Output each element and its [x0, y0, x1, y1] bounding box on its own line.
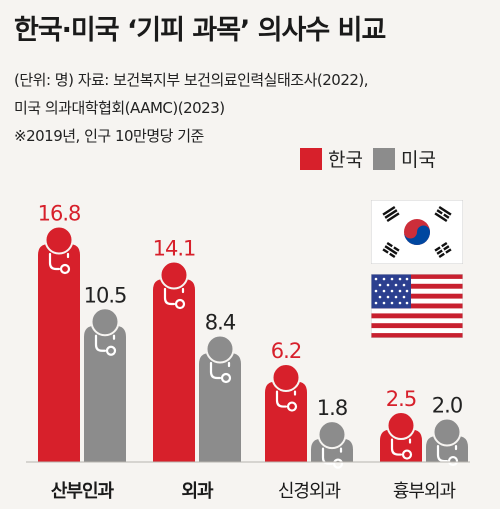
- stethoscope-icon-usa-1: [209, 361, 232, 384]
- doctor-head-korea-2: [271, 363, 301, 393]
- value-label-korea-1: 14.1: [153, 237, 196, 261]
- category-label-2: 신경외과: [278, 481, 341, 502]
- korea-flag-icon: [371, 200, 463, 264]
- usa-flag-icon: [371, 274, 463, 338]
- value-label-usa-1: 8.4: [205, 311, 236, 335]
- stethoscope-icon-korea-3: [390, 438, 413, 460]
- legend-swatch-korea: [300, 147, 322, 170]
- source-line-1: (단위: 명) 자료: 보건복지부 보건의료인력실태조사(2022),: [14, 71, 369, 89]
- bar-korea-2: [265, 381, 307, 462]
- bar-usa-1: [199, 353, 241, 462]
- doctor-head-usa-0: [90, 307, 120, 337]
- doctor-head-korea-3: [386, 411, 416, 441]
- doctor-head-usa-3: [432, 417, 462, 447]
- category-label-1: 외과: [181, 481, 214, 502]
- category-label-0: 산부인과: [51, 481, 115, 502]
- legend: 한국 미국: [300, 145, 436, 172]
- legend-label-korea: 한국: [328, 149, 363, 171]
- stethoscope-icon-korea-0: [48, 252, 71, 275]
- stethoscope-icon-korea-1: [163, 287, 186, 310]
- legend-item-korea: 한국: [300, 145, 363, 172]
- value-label-korea-3: 2.5: [386, 387, 416, 411]
- doctor-head-usa-2: [317, 420, 347, 450]
- bar-usa-3: [426, 436, 468, 462]
- bar-korea-0: [38, 244, 80, 462]
- doctor-head-korea-0: [44, 225, 74, 255]
- stethoscope-icon-korea-2: [275, 390, 298, 412]
- stethoscope-icon-usa-0: [94, 334, 117, 356]
- doctor-head-korea-1: [159, 260, 189, 290]
- doctor-head-usa-1: [205, 334, 235, 364]
- value-label-usa-0: 10.5: [84, 283, 127, 307]
- stethoscope-icon-usa-3: [436, 444, 459, 467]
- basis-note: ※2019년, 인구 10만명당 기준: [14, 127, 204, 145]
- value-label-usa-3: 2.0: [432, 394, 462, 418]
- chart-title: 한국·미국 ‘기피 과목’ 의사수 비교: [14, 15, 386, 46]
- category-label-3: 흉부외과: [393, 481, 456, 502]
- value-label-korea-0: 16.8: [38, 202, 81, 226]
- source-line-2: 미국 의과대학협회(AAMC)(2023): [14, 99, 225, 117]
- legend-item-usa: 미국: [372, 145, 436, 172]
- bar-korea-1: [153, 279, 195, 462]
- legend-swatch-usa: [372, 147, 395, 170]
- bar-usa-0: [84, 325, 126, 462]
- value-label-korea-2: 6.2: [271, 339, 301, 363]
- legend-label-usa: 미국: [400, 149, 436, 171]
- value-label-usa-2: 1.8: [317, 396, 347, 420]
